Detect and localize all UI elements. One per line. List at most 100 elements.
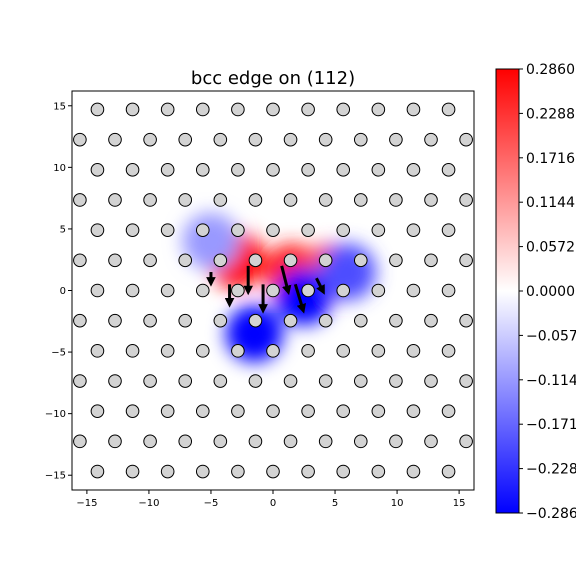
y-axis: −15−10−5051015 xyxy=(45,101,72,481)
atom-72 xyxy=(196,284,209,297)
atom-114 xyxy=(460,194,473,207)
atom-106 xyxy=(179,194,192,207)
atom-69 xyxy=(91,284,104,297)
atom-146 xyxy=(372,103,385,116)
atom-49 xyxy=(196,345,209,358)
atom-68 xyxy=(460,314,473,327)
x-tick-label-6: 15 xyxy=(453,498,466,509)
atom-125 xyxy=(442,164,455,177)
atom-61 xyxy=(214,314,227,327)
y-tick-label-5: 10 xyxy=(53,163,66,174)
x-axis: −15 −10 −5 0 5 10 15 xyxy=(76,490,465,509)
atom-4 xyxy=(232,465,245,478)
cb-tick-label-8: −0.1716 xyxy=(526,417,576,433)
atom-99 xyxy=(337,224,350,237)
atom-19 xyxy=(354,435,367,448)
atom-126 xyxy=(74,133,87,146)
colorbar-ticks: 0.2860 0.2288 0.1716 0.1144 0.0572 0.0000 −0.0… xyxy=(519,62,576,522)
atom-138 xyxy=(91,103,104,116)
atom-107 xyxy=(214,194,227,207)
atom-71 xyxy=(161,284,174,297)
cb-tick-label-6: −0.0572 xyxy=(526,328,576,344)
atom-73 xyxy=(232,284,245,297)
atom-1 xyxy=(126,465,139,478)
atom-147 xyxy=(407,103,420,116)
atom-102 xyxy=(442,224,455,237)
atom-123 xyxy=(372,164,385,177)
atom-50 xyxy=(232,345,245,358)
atom-29 xyxy=(302,405,315,418)
atom-131 xyxy=(249,133,262,146)
y-tick-label-2: −5 xyxy=(51,348,66,359)
atom-20 xyxy=(390,435,403,448)
atom-113 xyxy=(425,194,438,207)
atom-109 xyxy=(284,194,297,207)
cb-tick-label-10: −0.2860 xyxy=(526,506,576,522)
y-tick-label-3: 0 xyxy=(60,286,66,297)
atom-88 xyxy=(354,254,367,267)
atom-103 xyxy=(74,194,87,207)
atom-144 xyxy=(302,103,315,116)
atom-3 xyxy=(196,465,209,478)
atom-36 xyxy=(144,375,157,388)
atom-86 xyxy=(284,254,297,267)
atom-148 xyxy=(442,103,455,116)
atom-47 xyxy=(126,345,139,358)
atom-119 xyxy=(232,164,245,177)
atom-92 xyxy=(91,224,104,237)
atom-70 xyxy=(126,284,139,297)
atom-59 xyxy=(144,314,157,327)
cb-tick-label-9: −0.2288 xyxy=(526,462,576,478)
atom-82 xyxy=(144,254,157,267)
atom-57 xyxy=(74,314,87,327)
atom-53 xyxy=(337,345,350,358)
x-tick-label-2: −5 xyxy=(204,498,219,509)
atom-21 xyxy=(425,435,438,448)
atom-95 xyxy=(196,224,209,237)
atom-94 xyxy=(161,224,174,237)
cb-tick-label-1: 0.2288 xyxy=(526,106,575,122)
atom-76 xyxy=(337,284,350,297)
atom-81 xyxy=(109,254,122,267)
atom-139 xyxy=(126,103,139,116)
atom-145 xyxy=(337,103,350,116)
atom-5 xyxy=(267,465,280,478)
atom-143 xyxy=(267,103,280,116)
cb-tick-label-0: 0.2860 xyxy=(526,62,575,78)
atom-87 xyxy=(319,254,332,267)
atom-135 xyxy=(390,133,403,146)
atom-52 xyxy=(302,345,315,358)
atom-65 xyxy=(354,314,367,327)
atom-141 xyxy=(196,103,209,116)
atom-77 xyxy=(372,284,385,297)
atom-2 xyxy=(161,465,174,478)
atom-80 xyxy=(74,254,87,267)
x-tick-label-0: −15 xyxy=(76,498,97,509)
atom-43 xyxy=(390,375,403,388)
plot-area: −15 −10 −5 0 5 10 15 −15−10−5051015 xyxy=(45,91,474,509)
x-tick-label-3: 0 xyxy=(270,498,276,509)
atom-83 xyxy=(179,254,192,267)
atom-22 xyxy=(460,435,473,448)
atom-115 xyxy=(91,164,104,177)
atom-116 xyxy=(126,164,139,177)
atom-6 xyxy=(302,465,315,478)
atom-54 xyxy=(372,345,385,358)
atom-25 xyxy=(161,405,174,418)
atom-130 xyxy=(214,133,227,146)
atom-108 xyxy=(249,194,262,207)
cb-tick-label-7: −0.1144 xyxy=(526,373,576,389)
atom-15 xyxy=(214,435,227,448)
atom-74 xyxy=(267,284,280,297)
atom-31 xyxy=(372,405,385,418)
atom-93 xyxy=(126,224,139,237)
atom-0 xyxy=(91,465,104,478)
atom-8 xyxy=(372,465,385,478)
atom-104 xyxy=(109,194,122,207)
atom-66 xyxy=(390,314,403,327)
cb-tick-label-4: 0.0572 xyxy=(526,240,575,256)
y-tick-label-0: −15 xyxy=(45,471,66,482)
atom-42 xyxy=(354,375,367,388)
atom-85 xyxy=(249,254,262,267)
atom-121 xyxy=(302,164,315,177)
